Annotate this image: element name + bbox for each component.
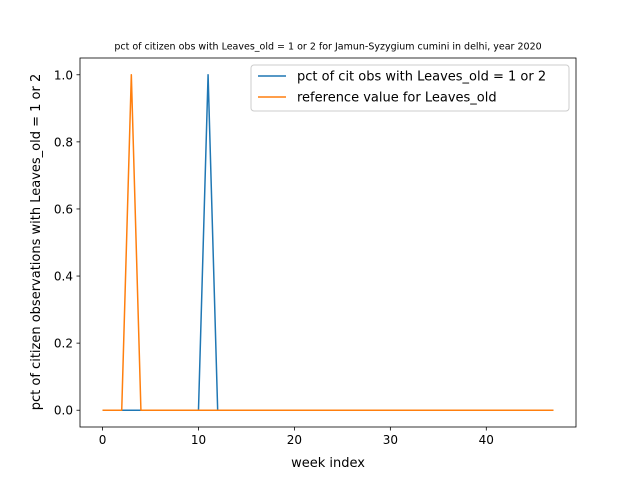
- series-line-1: [103, 75, 554, 410]
- x-tick-label: 0: [99, 433, 107, 447]
- y-tick-label: 0.6: [54, 202, 73, 216]
- y-tick-label: 0.0: [54, 404, 73, 418]
- legend: pct of cit obs with Leaves_old = 1 or 2 r…: [251, 65, 569, 111]
- x-tick-label: 30: [383, 433, 398, 447]
- x-tick-label: 10: [191, 433, 206, 447]
- y-axis-label: pct of citizen observations with Leaves_…: [29, 74, 44, 410]
- legend-label-1: reference value for Leaves_old: [297, 91, 497, 106]
- y-tick-label: 1.0: [54, 68, 73, 82]
- x-tick-label: 40: [479, 433, 494, 447]
- series-line-0: [103, 75, 554, 410]
- x-axis-label: week index: [291, 456, 365, 471]
- y-tick-label: 0.8: [54, 135, 73, 149]
- axes-frame: [80, 58, 576, 427]
- chart-title: pct of citizen obs with Leaves_old = 1 o…: [114, 42, 541, 53]
- y-tick-label: 0.4: [54, 270, 73, 284]
- x-tick-label: 20: [287, 433, 302, 447]
- legend-label-0: pct of cit obs with Leaves_old = 1 or 2: [297, 70, 546, 85]
- y-tick-label: 0.2: [54, 337, 73, 351]
- plot-area: 0 10 20 30 40 0.0 0.2 0.4 0.6 0.8 1.0: [54, 58, 576, 447]
